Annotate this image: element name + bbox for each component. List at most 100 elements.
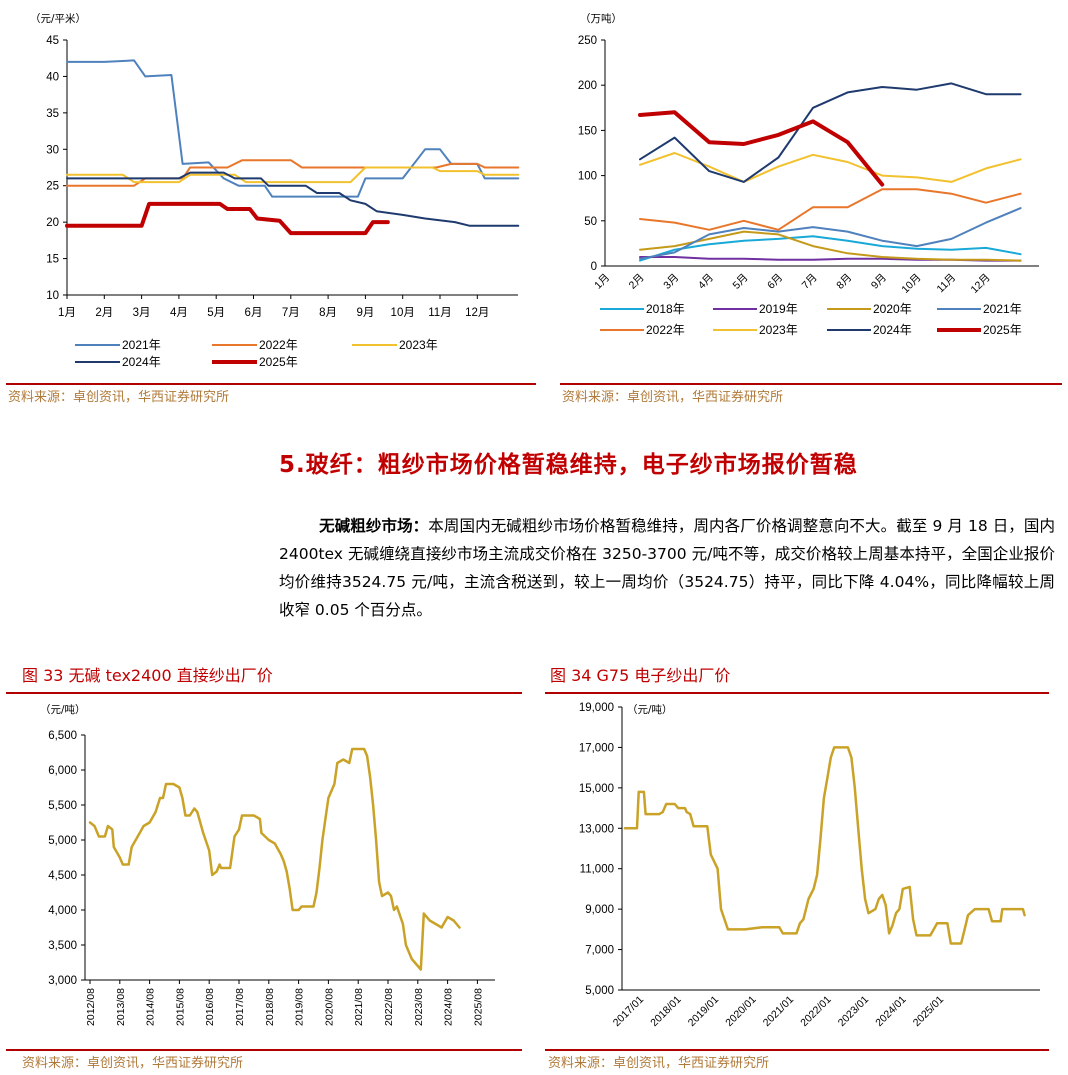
unit-label: （万吨） [580,12,622,25]
series-line-2023年 [639,152,1022,183]
series-line-2021年 [66,59,520,198]
series-line-2020年 [639,230,1022,262]
fig34-title-rule [545,692,1049,694]
x-tick-label: 2021/01 [761,994,796,1029]
x-tick-label: 2015/08 [174,988,186,1026]
legend-label: 2025年 [259,355,298,369]
y-tick-label: 5,500 [48,800,77,812]
legend-label: 2022年 [646,323,685,337]
y-tick-label: 30 [46,144,59,156]
unit-label: （元/平米） [30,12,86,25]
x-tick-label: 2024/01 [873,994,908,1029]
x-tick-label: 3月 [133,307,151,319]
divider-top-right [560,383,1062,385]
y-tick-label: 7,000 [585,945,614,957]
chart-top-left: （元/平米） 45 40 35 30 25 20 15 10 1月 2月 3月 4月 5月 6月 7月 8月 9月… [0,0,540,385]
series-line-price [88,747,461,971]
y-tick-label: 4,000 [48,905,77,917]
y-tick-label: 10 [46,290,59,302]
x-tick-label: 2018/08 [264,988,276,1026]
y-tick-label: 35 [46,108,59,120]
fig33-bottom-rule [6,1049,522,1051]
y-tick-label: 5,000 [585,985,614,997]
paragraph-lead: 无碱粗纱市场： [319,517,429,535]
x-tick-label: 10月 [391,307,415,319]
fig33-chart: （元/吨） 6,500 6,000 5,500 5,000 4,500 4,000 3,500… [0,695,525,1050]
series-line-price [623,746,1026,945]
legend-label: 2020年 [873,302,912,316]
y-tick-label: 6,500 [48,730,77,742]
x-tick-label: 6月 [245,307,263,319]
y-tick-label: 17,000 [579,742,614,754]
x-tick-label: 11月 [934,272,958,296]
x-tick-label: 2023/01 [836,994,871,1029]
y-tick-label: 6,000 [48,765,77,777]
x-tick-label: 2月 [627,272,647,292]
x-tick-label: 5月 [207,307,225,319]
y-tick-label: 5,000 [48,835,77,847]
unit-label: （元/吨） [627,703,673,716]
y-tick-label: 20 [46,217,59,229]
fig34-svg: （元/吨） 19,000 17,000 15,000 13,000 11,000 9,000… [579,702,1040,1029]
legend-label: 2018年 [646,302,685,316]
y-tick-label: 0 [591,261,597,273]
chart-top-right: （万吨） 250 200 150 100 50 0 1月 2月 3月 4月 5月 6月 7月 8月 9月 10月… [545,0,1068,385]
x-tick-label: 2017/08 [234,988,246,1026]
series-line-2024年 [639,82,1022,183]
chart-top-left-svg: （元/平米） 45 40 35 30 25 20 15 10 1月 2月 3月 4月 5月 6月 7月 8月 9月… [30,12,520,369]
y-tick-label: 9,000 [585,904,614,916]
x-tick-label: 2月 [95,307,113,319]
y-tick-label: 11,000 [580,864,614,876]
paragraph-roving-market: 无碱粗纱市场：本周国内无碱粗纱市场价格暂稳维持，周内各厂价格调整意向不大。截至 … [279,512,1055,624]
x-tick-label: 2019/01 [686,994,721,1029]
series-line-2021年 [639,207,1022,260]
x-tick-label: 5月 [730,272,750,292]
x-tick-label: 2022/01 [798,994,833,1029]
x-tick-label: 1月 [592,272,612,292]
unit-label: （元/吨） [40,703,86,716]
x-tick-label: 1月 [58,307,76,319]
legend-label: 2025年 [983,323,1022,337]
y-tick-label: 25 [46,181,59,193]
y-tick-label: 13,000 [579,823,614,835]
x-tick-label: 2022/08 [383,988,395,1026]
y-tick-label: 100 [578,171,597,183]
legend-label: 2022年 [259,338,298,352]
fig33-source: 资料来源：卓创资讯，华西证券研究所 [22,1056,244,1071]
x-tick-label: 9月 [356,307,374,319]
x-tick-label: 2013/08 [115,988,127,1026]
x-tick-label: 2016/08 [204,988,216,1026]
fig34-chart: （元/吨） 19,000 17,000 15,000 13,000 11,000 9,000… [545,695,1055,1050]
x-tick-label: 2017/01 [611,994,646,1029]
fig33-svg: （元/吨） 6,500 6,000 5,500 5,000 4,500 4,000 3,500… [40,703,495,1026]
x-tick-label: 2023/08 [413,988,425,1026]
legend-label: 2024年 [122,355,161,369]
series-line-2025年 [65,201,390,236]
section-title: 5.玻纤：粗纱市场价格暂稳维持，电子纱市场报价暂稳 [279,452,858,478]
x-tick-label: 9月 [869,272,889,292]
legend-label: 2019年 [759,302,798,316]
y-tick-label: 19,000 [579,702,614,714]
series-line-2023年 [66,166,520,184]
x-tick-label: 2020/08 [323,988,335,1026]
x-tick-label: 2014/08 [145,988,157,1026]
legend-label: 2023年 [399,338,438,352]
fig34-title: 图 34 G75 电子纱出厂价 [550,666,731,685]
x-tick-label: 11月 [428,307,451,319]
series-line-2025年 [638,110,885,187]
x-tick-label: 2024/08 [443,988,455,1026]
x-tick-label: 12月 [969,272,993,296]
y-tick-label: 150 [578,125,597,137]
y-tick-label: 40 [46,71,59,83]
fig34-source: 资料来源：卓创资讯，华西证券研究所 [548,1056,770,1071]
y-tick-label: 15,000 [579,783,614,795]
series-line-2018年 [639,235,1022,262]
x-tick-label: 8月 [319,307,337,319]
y-tick-label: 4,500 [48,870,77,882]
legend-label: 2024年 [873,323,912,337]
x-tick-label: 2025/08 [472,988,484,1026]
series-line-2024年 [66,171,520,227]
divider-top-left [6,383,536,385]
y-tick-label: 3,500 [48,940,77,952]
fig33-title-rule [6,692,522,694]
